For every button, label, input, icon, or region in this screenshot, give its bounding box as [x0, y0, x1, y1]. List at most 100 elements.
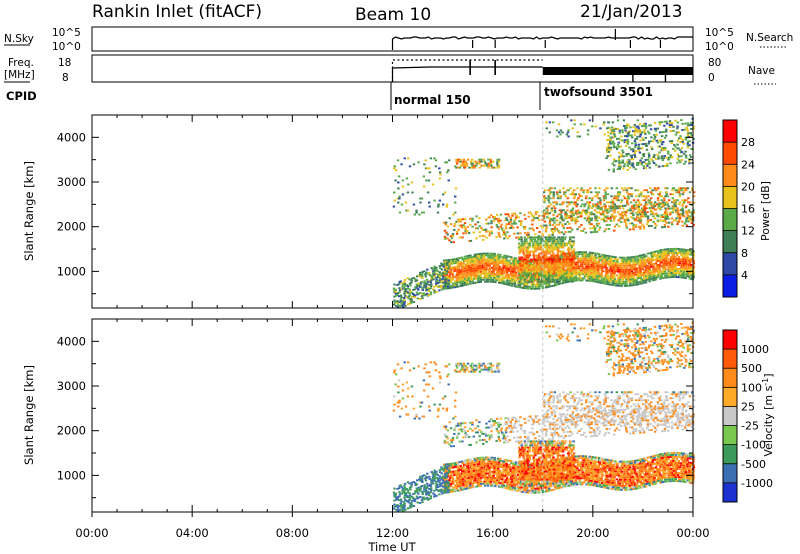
range-gate-cell [588, 277, 592, 280]
range-gate-cell [642, 227, 646, 230]
range-gate-cell [574, 275, 577, 278]
range-gate-cell [675, 217, 678, 220]
range-gate-cell [485, 236, 488, 239]
range-gate-cell [657, 252, 660, 254]
range-gate-cell [627, 258, 630, 261]
range-gate-cell [511, 284, 514, 287]
range-gate-cell [464, 164, 467, 167]
range-gate-cell [591, 262, 594, 264]
range-gate-cell [487, 164, 491, 167]
range-gate-cell [523, 236, 527, 239]
range-gate-cell [455, 220, 458, 223]
range-gate-cell [565, 274, 568, 277]
range-gate-cell [597, 263, 600, 266]
range-gate-cell [549, 256, 553, 259]
range-gate-cell [450, 262, 454, 265]
range-gate-cell [593, 213, 596, 216]
range-gate-cell [674, 272, 677, 274]
range-gate-cell [595, 215, 598, 218]
range-gate-cell [559, 213, 562, 216]
range-gate-cell [639, 227, 642, 230]
range-gate-cell [555, 264, 558, 267]
range-gate-cell [626, 266, 629, 269]
range-gate-cell [621, 149, 624, 152]
range-gate-cell [515, 214, 518, 217]
range-gate-cell [493, 277, 497, 280]
range-gate-cell [637, 161, 640, 164]
range-gate-cell [560, 246, 563, 249]
range-gate-cell [497, 477, 501, 480]
range-gate-cell [537, 285, 540, 288]
range-gate-cell [662, 131, 666, 133]
range-gate-cell [462, 162, 465, 165]
range-gate-cell [496, 160, 499, 163]
range-gate-cell [559, 276, 563, 279]
range-gate-cell [534, 285, 537, 288]
range-gate-cell [678, 262, 681, 265]
range-gate-cell [692, 224, 695, 226]
range-gate-cell [501, 276, 504, 279]
range-gate-cell [564, 211, 567, 214]
range-gate-cell [567, 246, 570, 249]
range-gate-cell [475, 457, 478, 460]
range-gate-cell [649, 128, 653, 131]
range-gate-cell [681, 276, 684, 279]
range-gate-cell [518, 252, 521, 255]
range-gate-cell [476, 273, 480, 276]
range-gate-cell [550, 238, 553, 241]
range-gate-cell [683, 262, 686, 265]
range-gate-cell [542, 250, 545, 253]
range-gate-cell [575, 265, 578, 268]
range-gate-cell [661, 203, 664, 206]
range-gate-cell [609, 154, 612, 157]
range-gate-cell [638, 151, 642, 154]
range-gate-cell [615, 274, 618, 277]
range-gate-cell [476, 461, 479, 464]
range-gate-cell [606, 209, 609, 212]
range-gate-cell [525, 238, 528, 241]
range-gate-cell [534, 236, 537, 239]
range-gate-cell [572, 214, 575, 217]
range-gate-cell [505, 223, 509, 226]
range-gate-cell [574, 271, 578, 274]
range-gate-cell [645, 275, 648, 278]
range-gate-cell [611, 276, 614, 278]
range-gate-cell [456, 271, 459, 274]
range-gate-cell [638, 147, 642, 150]
range-gate-cell [506, 237, 510, 240]
range-gate-cell [554, 274, 558, 277]
range-gate-cell [663, 254, 667, 257]
range-gate-cell [548, 257, 551, 260]
range-gate-cell [483, 464, 486, 467]
range-gate-cell [513, 218, 517, 221]
range-gate-cell [531, 278, 534, 281]
range-gate-cell [489, 254, 492, 257]
range-gate-cell [673, 247, 676, 250]
range-gate-cell [646, 278, 649, 281]
range-gate-cell [644, 269, 647, 272]
range-gate-cell [556, 256, 560, 259]
range-gate-cell [549, 270, 552, 273]
range-gate-cell [625, 270, 629, 273]
range-gate-cell [493, 267, 496, 269]
range-gate-cell [687, 140, 690, 143]
range-gate-cell [442, 203, 445, 206]
range-gate-cell [683, 270, 686, 273]
range-gate-cell [648, 266, 651, 269]
range-gate-cell [615, 187, 618, 190]
range-gate-cell [401, 299, 405, 302]
range-gate-cell [602, 254, 605, 257]
range-gate-cell [496, 269, 499, 272]
range-gate-cell [457, 220, 460, 223]
range-gate-cell [633, 124, 636, 126]
range-gate-cell [471, 270, 474, 273]
range-gate-cell [489, 276, 493, 279]
range-gate-cell [637, 201, 641, 204]
range-gate-cell [532, 242, 535, 245]
range-gate-cell [680, 248, 683, 251]
range-gate-cell [424, 273, 427, 276]
range-gate-cell [565, 264, 568, 267]
range-gate-cell [476, 267, 480, 270]
range-gate-cell [557, 258, 560, 261]
range-gate-cell [480, 227, 483, 229]
